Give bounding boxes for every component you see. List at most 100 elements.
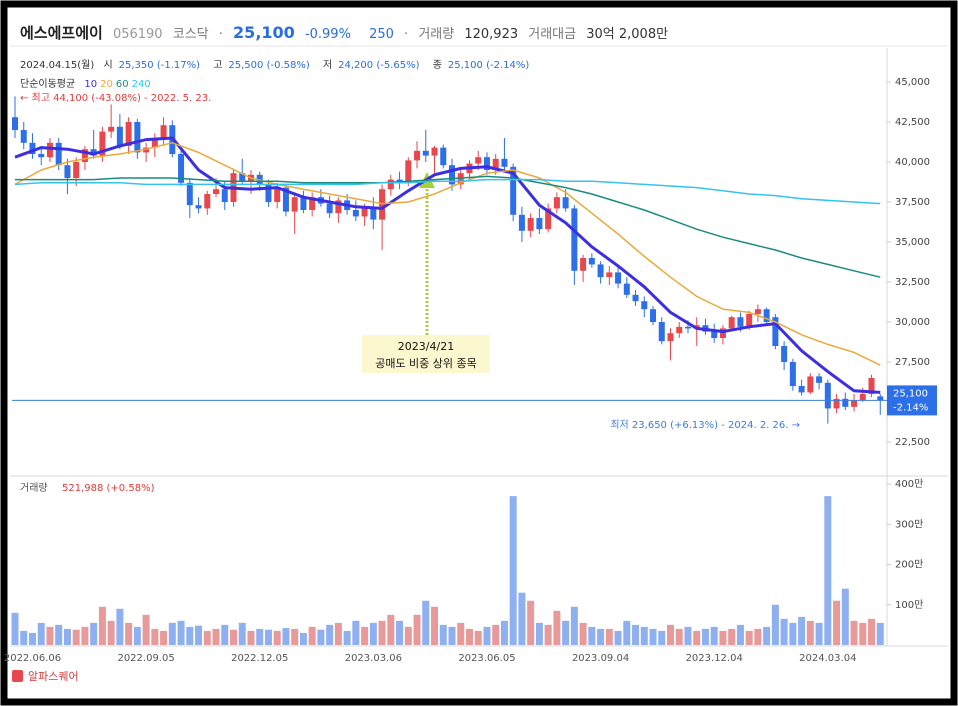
close-label: 종 [432,60,442,71]
candle-body [615,272,622,284]
volume-bar [684,626,692,645]
candle-body [20,130,27,143]
volume-bar [710,626,718,645]
volume-bar [212,628,220,645]
candle-body [361,206,368,217]
candle-body [300,197,307,210]
volume-bar [693,630,701,645]
volume-bar [282,628,290,645]
candle-body [597,264,604,278]
candle-body [195,205,202,209]
candle-body [160,125,167,138]
volume-bar [876,622,884,645]
volume-bar [116,608,124,645]
volume-bar [299,632,307,645]
candle-body [658,322,665,342]
candle-body [510,166,517,215]
dot: · [404,27,409,42]
ma-line [15,175,881,278]
volume-bar [396,620,404,645]
event-box [362,335,490,373]
volume-bar [640,626,648,645]
ma-line [14,142,881,366]
candle-body [684,326,691,329]
candle-body [868,378,875,394]
volume-bar [544,624,552,645]
candle-body [81,149,88,162]
x-tick-label: 2023.06.05 [458,653,515,664]
volume-bar [326,624,334,645]
candle-body [798,386,805,393]
volume-bar [448,626,456,645]
stock-name: 에스에프에이 [20,24,103,42]
candle-body [754,309,761,314]
amount-label: 거래대금 [528,27,577,42]
candle-body [553,197,560,209]
candle-body [221,189,228,202]
volume-bar [614,630,622,645]
candle-body [772,317,779,346]
y-tick-label: 30,000 [895,317,930,328]
candle-body [99,131,106,156]
date: 2024.04.15(월) [20,60,95,71]
last-price-box [887,385,937,416]
y-tick-label: 42,500 [895,117,930,128]
candle-body [711,331,718,338]
x-tick-label: 2023.03.06 [345,653,402,664]
candle-body [204,194,211,209]
candle-body [422,150,429,156]
candle-body [282,187,289,212]
volume-bar [824,496,832,645]
volume-bar [457,622,465,645]
y-tick-label: 27,500 [895,357,930,368]
candle-body [641,301,648,310]
volume-bar [238,622,246,645]
candle-body [108,126,115,132]
volume-bar [675,628,683,645]
ma-line [14,178,881,205]
ma-legend: 단순이동평균 10 20 60 240 [20,75,154,90]
volume-bar [588,626,596,645]
legend-entry: 240 [131,79,151,90]
price: 25,100 [233,23,295,42]
volume-bar [527,600,535,645]
y-tick-label: 45,000 [895,77,930,88]
volume-info: 521,988 (+0.58%) [62,483,155,494]
candle-body [178,154,185,183]
volume-bar [745,630,753,645]
volume-bar [658,630,666,645]
volume-bar [72,629,80,645]
candle-body [737,317,744,327]
candle-body [763,309,770,322]
y-tick-label: 37,500 [895,197,930,208]
candle-body [877,396,884,401]
volume-label: 거래량 [418,27,455,42]
y-tick-label: 200만 [895,559,923,571]
candle-body [719,328,726,338]
volume-bar [719,630,727,645]
candle-body [851,400,858,407]
volume-bar [431,606,439,645]
x-tick-label: 2023.09.04 [572,653,629,664]
low-label: 저 [322,60,333,71]
volume-bar [55,624,63,645]
volume-bar [291,628,299,645]
candle-body [309,197,316,210]
candle-body [580,258,587,271]
candle-body [449,165,455,185]
candle-body [571,208,578,271]
volume: 120,923 [464,27,519,42]
legend-entry: 60 [115,79,129,90]
candle-body [12,117,18,130]
volume-bar [667,624,674,645]
volume-bar [422,600,430,645]
volume-bar [771,604,779,645]
y-tick-label: 100만 [895,599,923,611]
candle-body [842,398,849,407]
candle-body [457,173,464,185]
candle-body [650,309,657,322]
y-tick-label: 32,500 [895,277,930,288]
volume-bar [736,624,744,645]
volume-bar [90,622,98,645]
